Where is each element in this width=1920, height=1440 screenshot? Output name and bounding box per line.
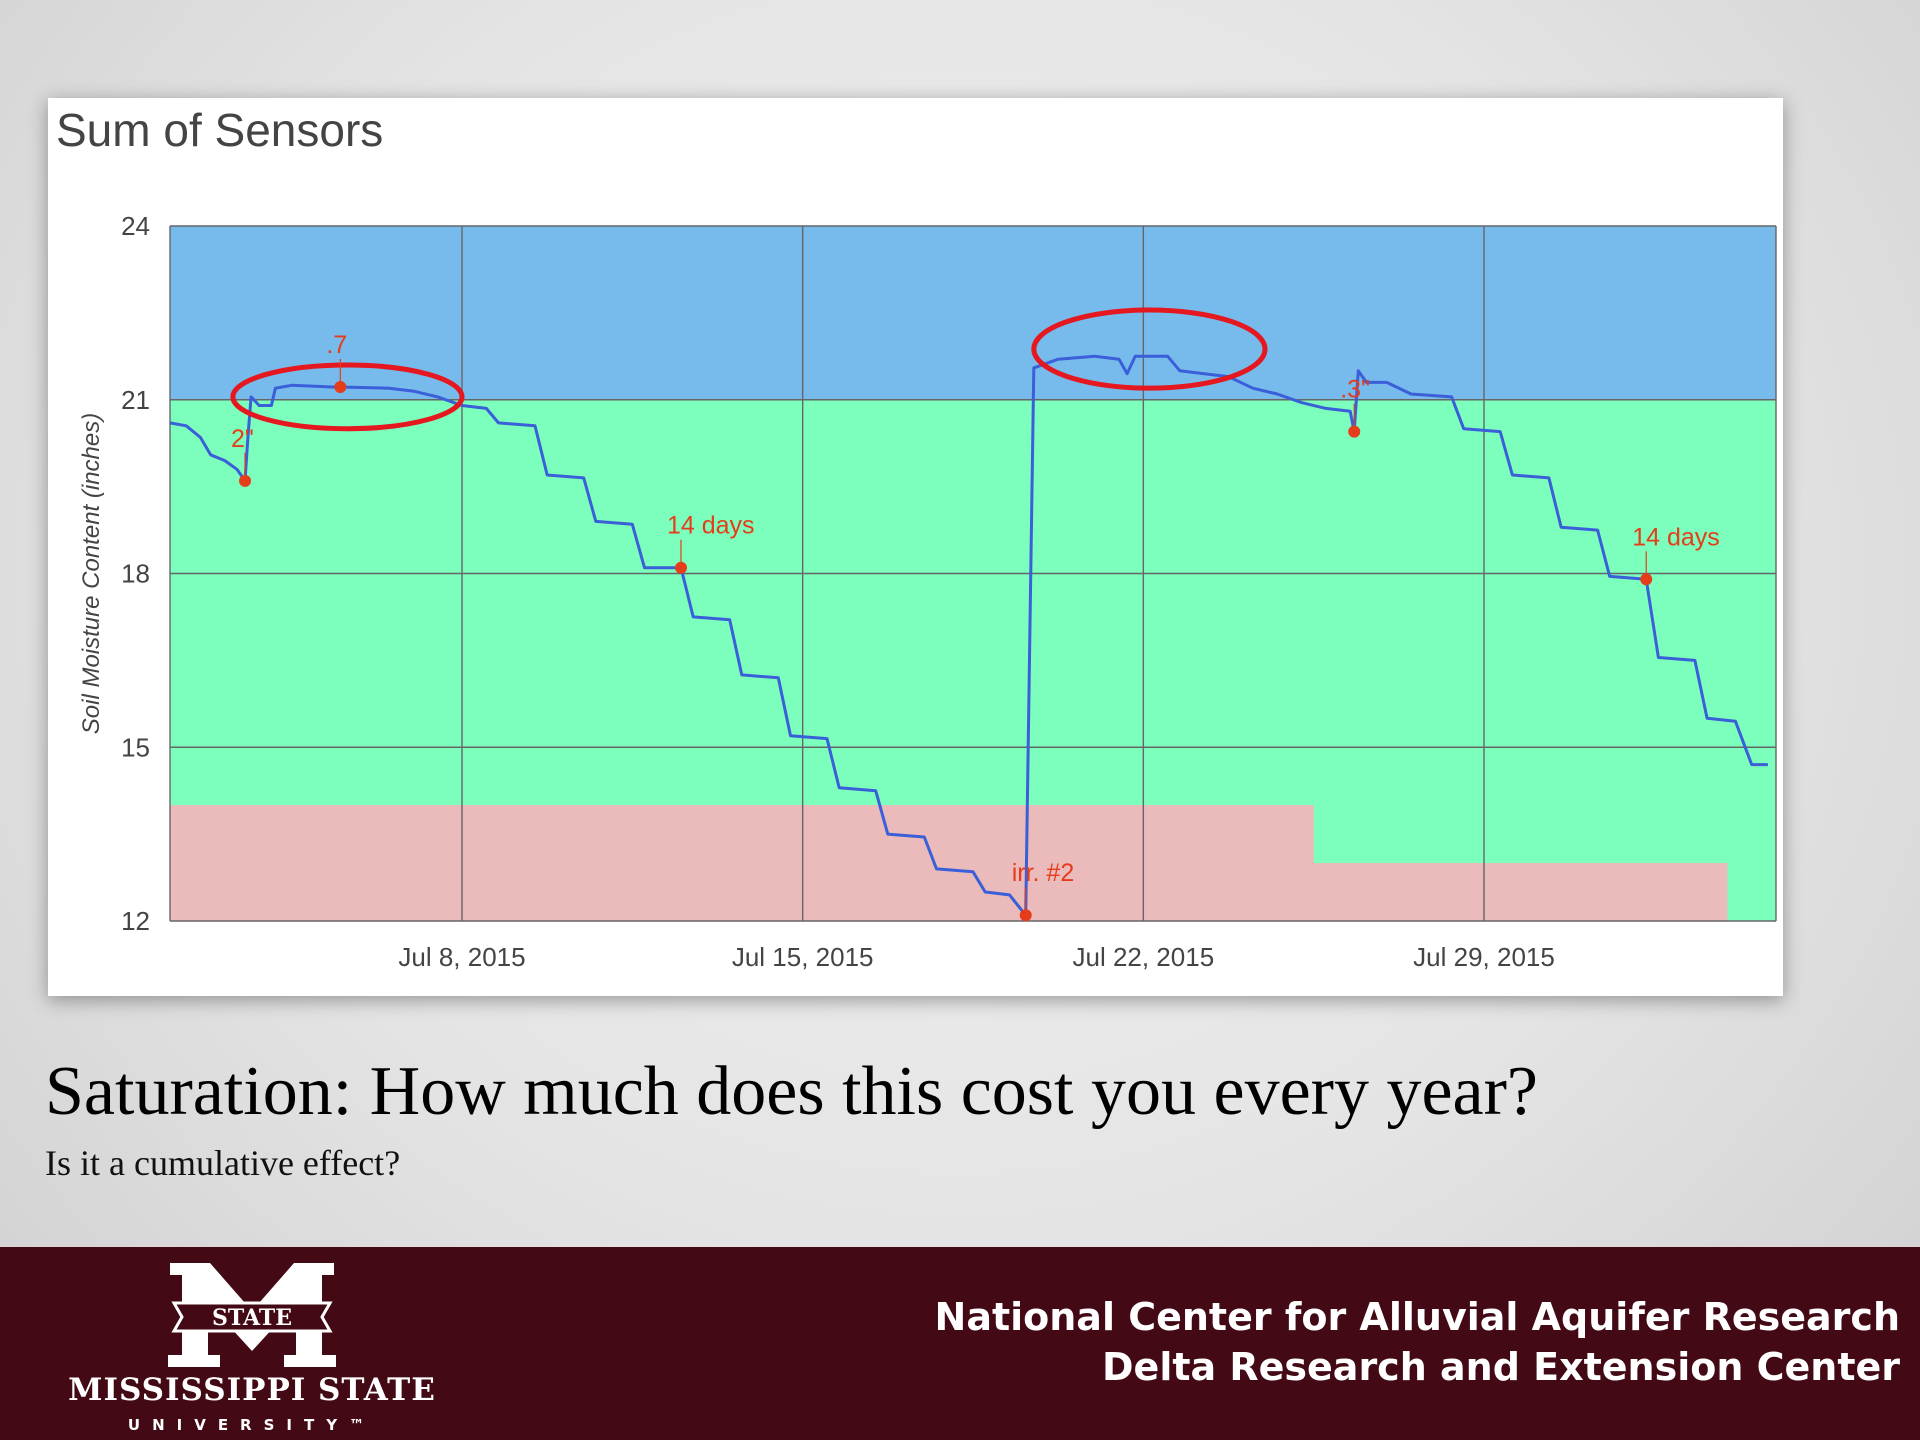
- x-tick-label-1: Jul 15, 2015: [732, 942, 874, 972]
- highlight-ellipse-1: [1031, 307, 1268, 391]
- footer-bar: STATE MISSISSIPPI STATE UNIVERSITY™ Nati…: [0, 1247, 1920, 1440]
- annotation-point-2: [675, 561, 687, 574]
- series-line-0: [169, 354, 1768, 917]
- y-tick-label-12: 12: [121, 906, 150, 936]
- y-axis-label: Soil Moisture Content (inches): [78, 413, 105, 734]
- slide-title: Saturation: How much does this cost you …: [45, 1053, 1538, 1130]
- m-logo-icon: STATE: [168, 1263, 336, 1367]
- zone-saturation: [170, 226, 1776, 400]
- annotation-label-4: .3": [1340, 376, 1370, 404]
- chart-svg: Sum of Sensors 24 21 18 15 12 Jul 8, 2015 Jul 1…: [56, 104, 1777, 972]
- highlight-ellipse-0: [230, 362, 465, 432]
- chart-card: Sum of Sensors 24 21 18 15 12 Jul 8, 2015 Jul 1…: [48, 98, 1783, 996]
- annotation-label-0: 2": [231, 425, 254, 453]
- slide-subtitle: Is it a cumulative effect?: [45, 1143, 401, 1183]
- x-tick-label-3: Jul 29, 2015: [1413, 942, 1555, 972]
- annotation-label-3: irr. #2: [1012, 859, 1075, 887]
- msu-logo: STATE MISSISSIPPI STATE UNIVERSITY™: [52, 1259, 452, 1434]
- zone-stress-front-1: [1313, 863, 1728, 921]
- annotation-label-2: 14 days: [667, 512, 755, 540]
- y-tick-label-24: 24: [121, 211, 150, 241]
- annotation-label-1: .7: [326, 331, 347, 359]
- y-tick-label-21: 21: [121, 385, 150, 415]
- logo-subtitle: UNIVERSITY™: [127, 1416, 377, 1434]
- logo-shield-text: STATE: [212, 1305, 292, 1331]
- chart-title: Sum of Sensors: [56, 104, 383, 156]
- zone-stress-front-0: [170, 805, 1314, 921]
- y-tick-label-15: 15: [121, 732, 150, 762]
- x-tick-label-2: Jul 22, 2015: [1072, 942, 1214, 972]
- annotation-label-5: 14 days: [1632, 523, 1720, 551]
- x-tick-label-0: Jul 8, 2015: [398, 942, 525, 972]
- logo-wordmark: MISSISSIPPI STATE: [68, 1372, 436, 1408]
- org-line-2: Delta Research and Extension Center: [1102, 1345, 1900, 1389]
- y-tick-label-18: 18: [121, 559, 150, 589]
- org-line-1: National Center for Alluvial Aquifer Res…: [934, 1295, 1900, 1339]
- shield-banner-icon: [171, 1301, 333, 1333]
